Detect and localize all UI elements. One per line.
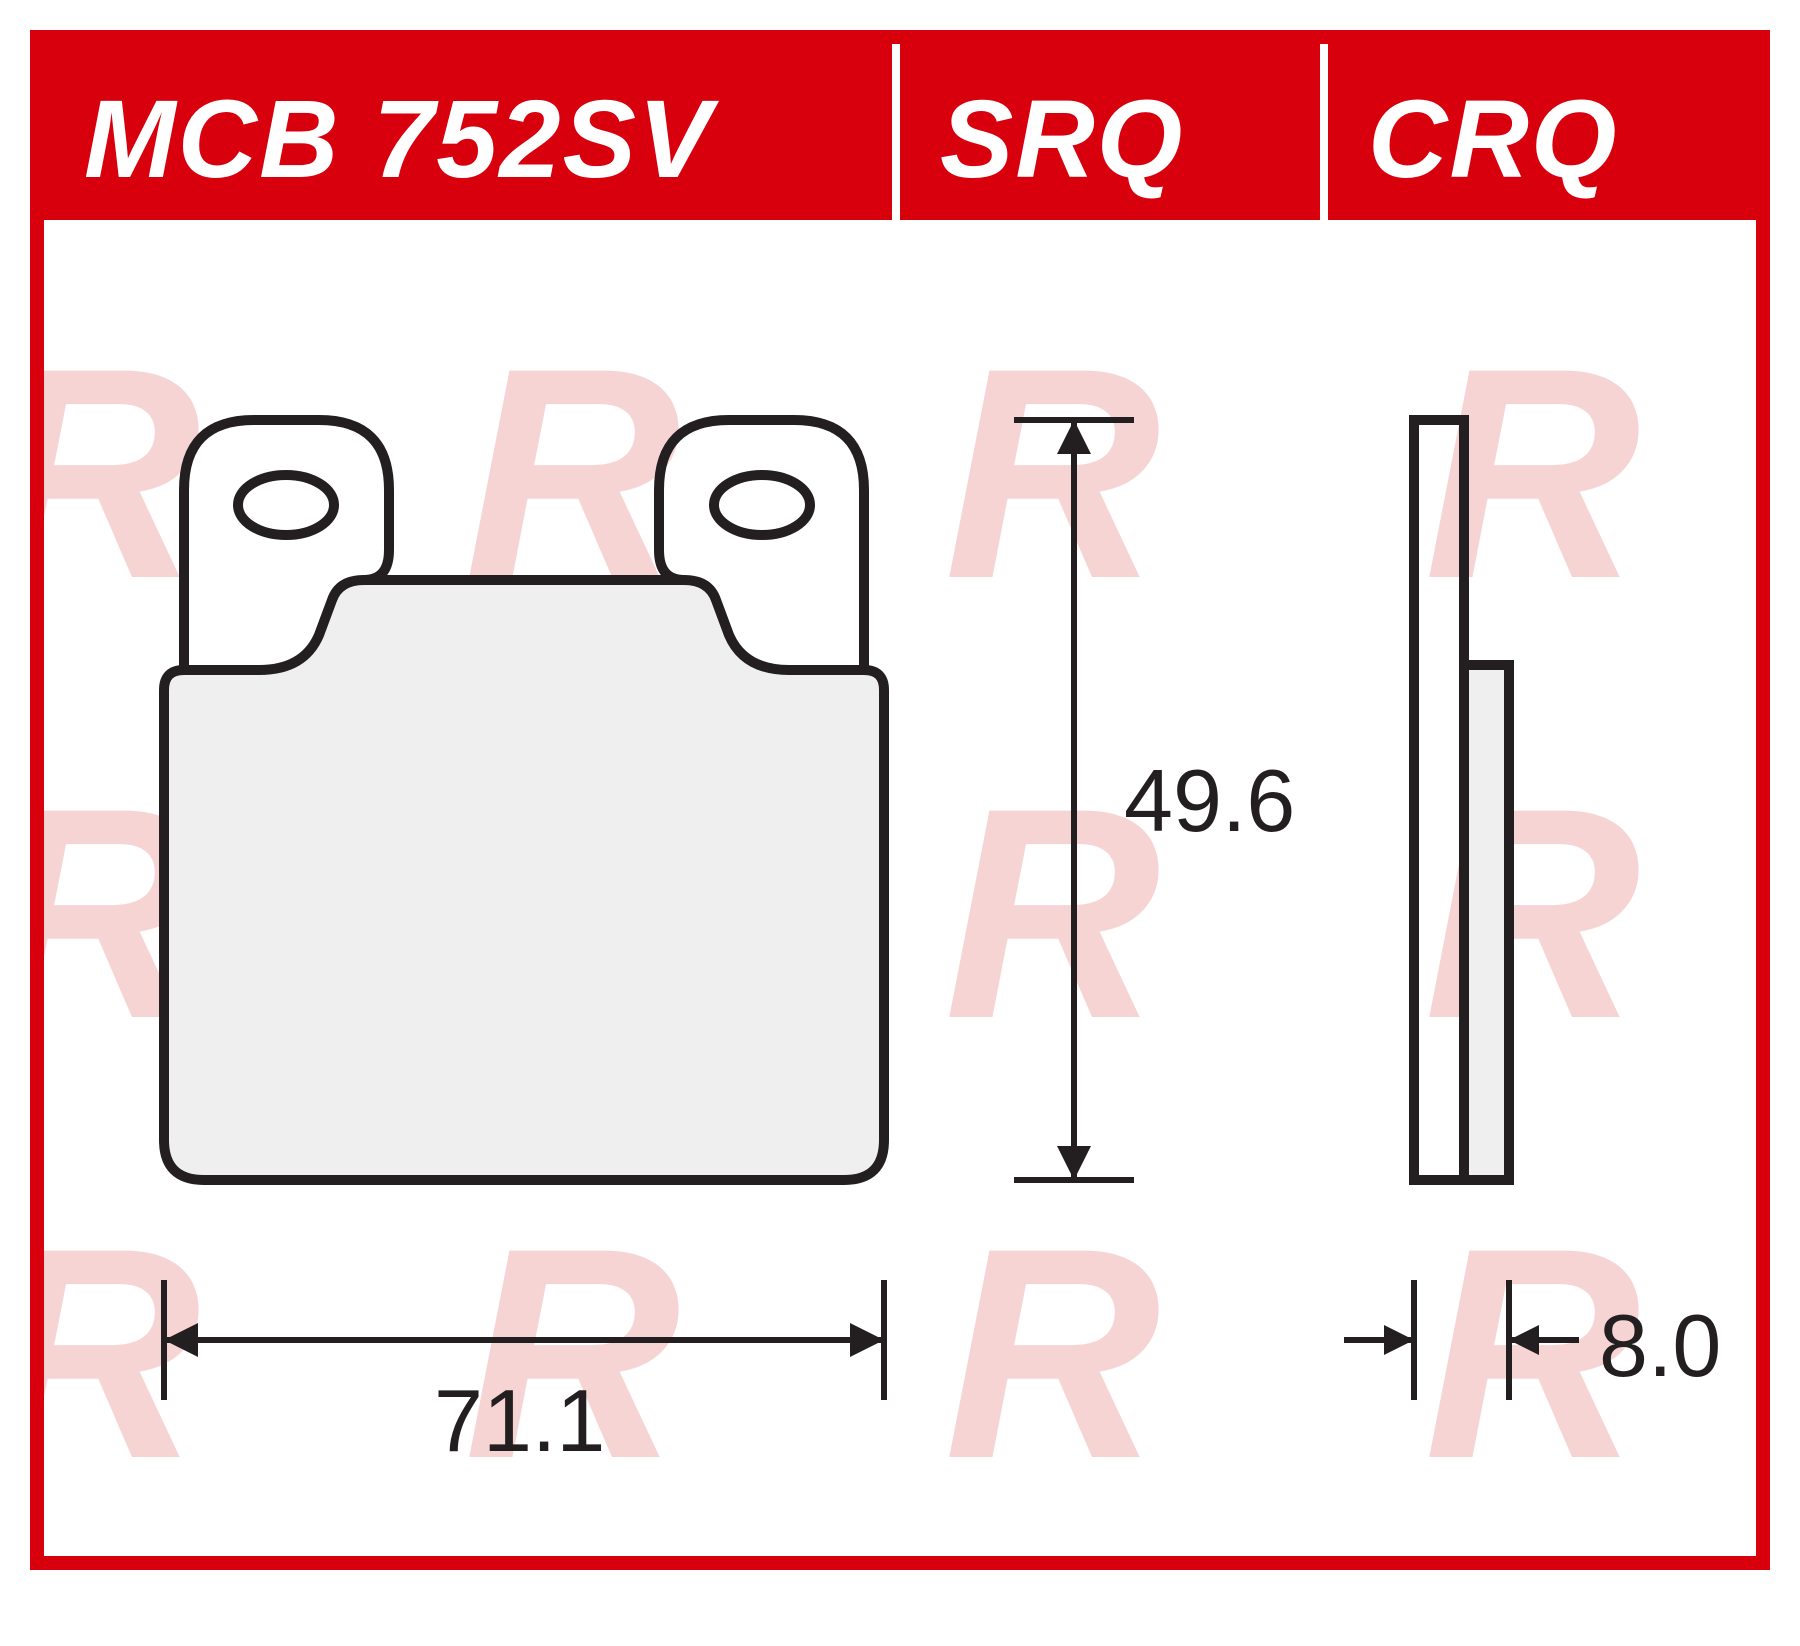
- header-cell-model: MCB 752SV: [44, 44, 900, 234]
- dim-thick-label: 8.0: [1599, 1295, 1721, 1397]
- header-cell-crq: CRQ: [1328, 44, 1756, 234]
- technical-drawing: [44, 220, 1756, 1556]
- dim-height-label: 49.6: [1124, 750, 1295, 852]
- diagram-area: RRRRRRRRRRRR 71.1 49.6 8.0: [44, 220, 1756, 1556]
- header-row: MCB 752SV SRQ CRQ: [44, 44, 1756, 234]
- header-label-model: MCB 752SV: [84, 76, 713, 203]
- header-cell-srq: SRQ: [900, 44, 1328, 234]
- header-label-srq: SRQ: [940, 76, 1184, 203]
- header-label-crq: CRQ: [1368, 76, 1618, 203]
- dim-width-label: 71.1: [434, 1370, 605, 1472]
